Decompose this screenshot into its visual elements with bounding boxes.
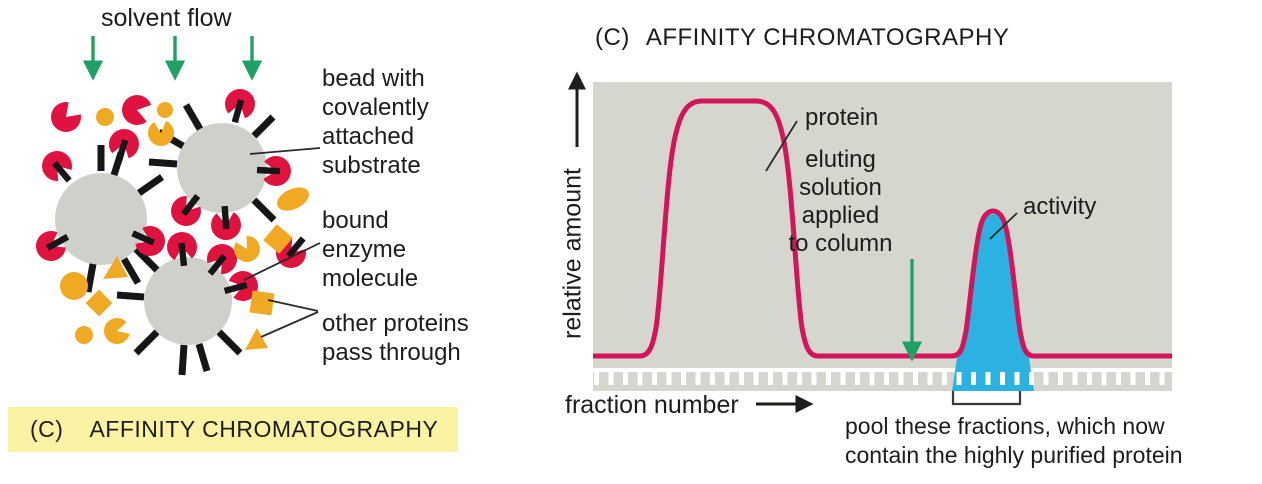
other-protein-shape (157, 102, 173, 118)
other-protein-shape (101, 315, 132, 347)
fraction-tick-marks (594, 372, 1172, 385)
pointer-lines-right (765, 120, 1018, 240)
other-protein-shape (60, 272, 88, 300)
other-protein-shape (85, 289, 113, 317)
y-axis-label: relative amount (558, 168, 587, 339)
other-protein-shape (249, 290, 275, 316)
other-protein-shape (96, 108, 114, 126)
other-protein-shape (103, 256, 128, 279)
bead (144, 257, 232, 345)
right-panel-title: (C) AFFINITY CHROMATOGRAPHY (595, 24, 1009, 52)
chromatography-beads (55, 123, 267, 345)
bead (55, 173, 147, 265)
bound-enzyme-molecule (210, 205, 243, 241)
left-panel-tag: (C) (30, 416, 64, 442)
activity-label: activity (1023, 193, 1097, 220)
right-panel-title-text: AFFINITY CHROMATOGRAPHY (645, 24, 1010, 51)
chart-plot-area (593, 82, 1172, 368)
bound-enzyme-molecule (164, 192, 206, 233)
pointer-lines-left (243, 147, 321, 338)
bound-enzyme-molecule (106, 125, 143, 164)
bound-enzyme-molecule (35, 144, 77, 186)
other-protein-shape (75, 326, 93, 344)
bound-enzyme-molecule (165, 230, 199, 267)
bound-enzyme-molecule (202, 237, 244, 278)
bound-enzyme-molecule (256, 155, 292, 187)
left-panel-title: AFFINITY CHROMATOGRAPHY (89, 416, 439, 442)
bound-enzyme-molecule (30, 226, 70, 267)
enzyme-with-substrate (269, 233, 311, 275)
other-protein-shape (263, 224, 293, 254)
other-proteins-label: other proteins pass through (322, 310, 469, 366)
solvent-flow-arrow-icons (82, 36, 263, 81)
right-panel-tag: (C) (595, 24, 630, 51)
left-panel-caption: (C) AFFINITY CHROMATOGRAPHY (8, 407, 458, 452)
other-protein-shape (277, 187, 309, 211)
pooled-fractions-bracket (951, 391, 1022, 406)
bound-enzyme-molecule (223, 267, 262, 304)
solvent-flow-label: solvent flow (101, 4, 232, 32)
protein-label: protein (805, 104, 879, 131)
bead-substrate-label: bead with covalently attached substrate (322, 65, 429, 179)
bound-enzyme-label: bound enzyme molecule (322, 207, 419, 292)
bound-enzyme-molecule (131, 222, 170, 261)
eluting-solution-label: eluting solution applied to column (788, 146, 893, 257)
bound-enzyme-molecules (30, 85, 311, 304)
bound-enzyme-molecule (222, 85, 259, 124)
protein-curve (593, 98, 1172, 359)
x-axis-label: fraction number (565, 391, 739, 419)
free-enzyme-molecule (118, 91, 153, 128)
other-protein-shape (245, 328, 268, 350)
activity-fill (952, 214, 1034, 391)
free-enzyme-molecule (44, 97, 86, 139)
bead (177, 123, 267, 213)
pool-fractions-label: pool these fractions, which now contain … (845, 413, 1183, 468)
other-protein-shape (147, 120, 176, 148)
